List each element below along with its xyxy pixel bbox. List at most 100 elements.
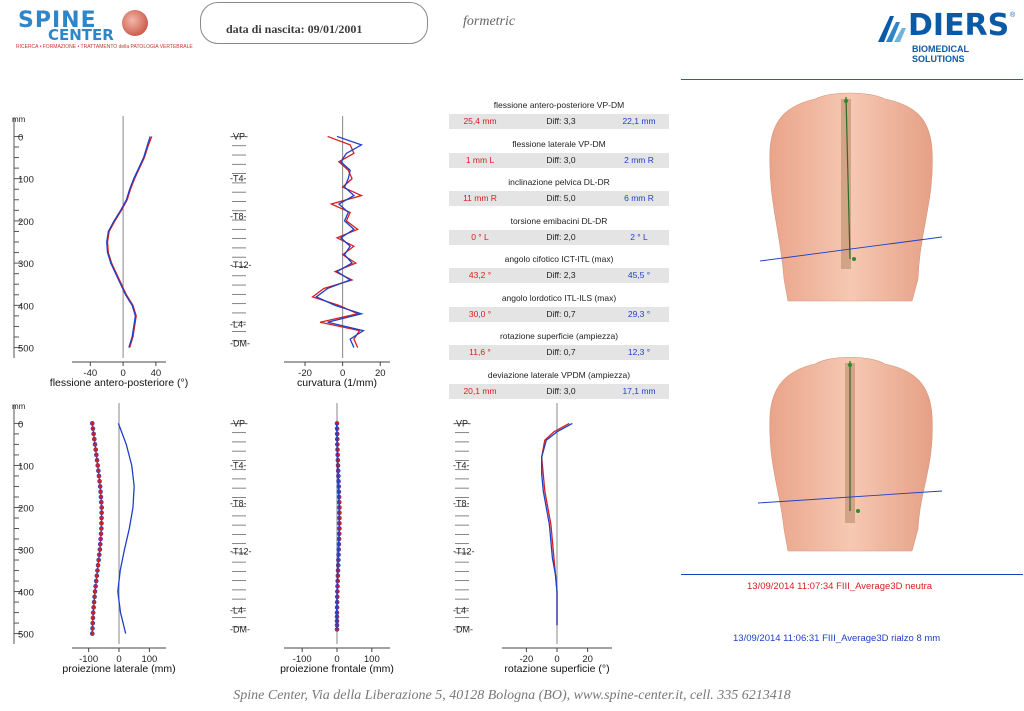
data-point <box>91 605 96 610</box>
data-point <box>99 499 104 505</box>
series-line-blue <box>336 423 340 630</box>
vertebra-level-label: -T8- <box>453 498 470 508</box>
data-point <box>91 599 97 605</box>
data-point <box>97 484 103 489</box>
data-point <box>98 489 103 495</box>
metric-title: torsione emibacini DL-DR <box>510 215 608 226</box>
metric-row: 0 ° L Diff: 2,0 2 ° L <box>449 229 669 245</box>
metric-value-red: 43,2 ° <box>468 270 492 280</box>
data-point <box>90 626 95 631</box>
scan-caption-neutral: 13/09/2014 11:07:34 FIII_Average3D neutr… <box>747 581 933 592</box>
vertebra-level-label: -VP- <box>230 418 248 428</box>
data-point <box>96 552 102 558</box>
x-tick-label: -20 <box>520 654 534 665</box>
x-tick-label: 0 <box>340 368 345 379</box>
series-line-red <box>541 422 570 626</box>
birthdate-box <box>200 2 428 44</box>
metric-title: angolo cifotico ICT-ITL (max) <box>504 254 614 264</box>
spine-figure-icon <box>122 10 148 36</box>
metric-value-blue: 12,3 ° <box>627 347 651 357</box>
data-point <box>98 531 104 537</box>
diers-subtitle: BIOMEDICAL SOLUTIONS <box>912 44 969 64</box>
x-tick-label: 100 <box>364 654 380 665</box>
back-model-neutral <box>759 92 943 302</box>
metric-value-red: 1 mm L <box>465 154 495 165</box>
data-point <box>92 442 98 447</box>
series-line-blue <box>541 422 573 626</box>
y-tick-label: 200 <box>18 217 34 228</box>
xlabel-front-proj: proiezione frontale (mm) <box>280 663 394 675</box>
vertebra-level-label: -T12- <box>230 260 252 270</box>
xlabel-curvature: curvatura (1/mm) <box>297 377 377 389</box>
data-point <box>92 436 97 442</box>
data-point <box>90 615 96 621</box>
xlabel-ap-flexion: flessione antero-posteriore (°) <box>50 377 188 389</box>
data-point <box>97 547 103 552</box>
y-tick-label: 100 <box>18 461 34 472</box>
metric-value-red: 25,4 mm <box>463 116 497 126</box>
y-tick-label: 300 <box>18 259 34 270</box>
vertebra-level-label: -L4- <box>230 605 246 615</box>
data-point <box>96 557 101 563</box>
x-tick-label: 0 <box>334 654 339 665</box>
metric-pelvic-tilt: inclinazione pelvica DL-DR 11 mm R Diff:… <box>449 173 669 212</box>
metric-value-blue: 45,5 ° <box>627 270 651 280</box>
vertebra-level-label: -T8- <box>230 498 247 508</box>
metric-value-blue: 17,1 mm <box>622 385 656 396</box>
metric-diff: Diff: 0,7 <box>546 308 576 319</box>
metric-row: 20,1 mm Diff: 3,0 17,1 mm <box>449 383 669 399</box>
y-tick-label: 200 <box>18 503 34 514</box>
y-tick-label: 500 <box>18 630 34 641</box>
data-point <box>95 562 101 568</box>
vertebra-level-label: -T4- <box>230 460 247 470</box>
data-point <box>99 520 104 526</box>
metric-value-blue: 22,1 mm <box>622 116 656 126</box>
red-reference-line <box>681 79 1023 80</box>
y-tick-label: 0 <box>18 419 23 430</box>
data-point <box>95 568 100 573</box>
data-point <box>93 578 99 584</box>
metric-row: 30,0 ° Diff: 0,7 29,3 ° <box>449 306 669 322</box>
x-tick-label: 0 <box>120 368 125 379</box>
metric-value-red: 11 mm R <box>463 193 497 203</box>
vertebra-level-label: -DM- <box>230 338 250 348</box>
xlabel-lat-proj: proiezione laterale (mm) <box>62 663 175 675</box>
series-line-blue <box>106 136 151 348</box>
data-point <box>90 610 96 615</box>
data-point <box>94 573 100 579</box>
y-unit-label: mm <box>12 402 26 411</box>
series-line-blue <box>315 135 365 348</box>
y-tick-label: 500 <box>18 344 34 355</box>
diers-logo: DIERS ® BIOMEDICAL SOLUTIONS <box>874 8 1015 64</box>
data-point <box>97 541 103 547</box>
metric-diff: Diff: 3,3 <box>546 116 576 126</box>
xlabel-rotation: rotazione superficie (°) <box>504 663 609 675</box>
metric-ap-flexion: flessione antero-posteriore VP-DM 25,4 m… <box>449 96 669 135</box>
logo-word-spine: SPINE <box>18 8 97 33</box>
data-point <box>98 536 103 542</box>
data-point <box>99 505 104 510</box>
vertebra-level-label: -T8- <box>230 212 247 222</box>
data-point <box>92 589 98 594</box>
data-point <box>94 452 99 458</box>
x-tick-label: -20 <box>298 368 312 379</box>
metric-row: 11 mm R Diff: 5,0 6 mm R <box>449 191 669 206</box>
vertebra-level-label: -T4- <box>230 174 247 184</box>
metric-diff: Diff: 2,3 <box>546 270 576 280</box>
metric-diff: Diff: 3,0 <box>546 154 576 165</box>
logo-tagline: RICERCA • FORMAZIONE • TRATTAMENTO della… <box>16 44 193 50</box>
data-point <box>91 431 96 437</box>
metric-title: inclinazione pelvica DL-DR <box>508 177 610 187</box>
data-point <box>93 584 98 589</box>
data-point <box>96 473 102 479</box>
y-tick-label: 0 <box>18 132 23 143</box>
logo-word-center: CENTER <box>48 26 114 44</box>
data-point <box>97 478 102 484</box>
metric-diff: Diff: 3,0 <box>546 385 576 396</box>
data-point <box>95 463 101 468</box>
data-point <box>99 526 104 531</box>
data-point <box>94 457 100 463</box>
data-point <box>89 631 95 636</box>
metric-title: angolo lordotico ITL-ILS (max) <box>501 292 617 303</box>
